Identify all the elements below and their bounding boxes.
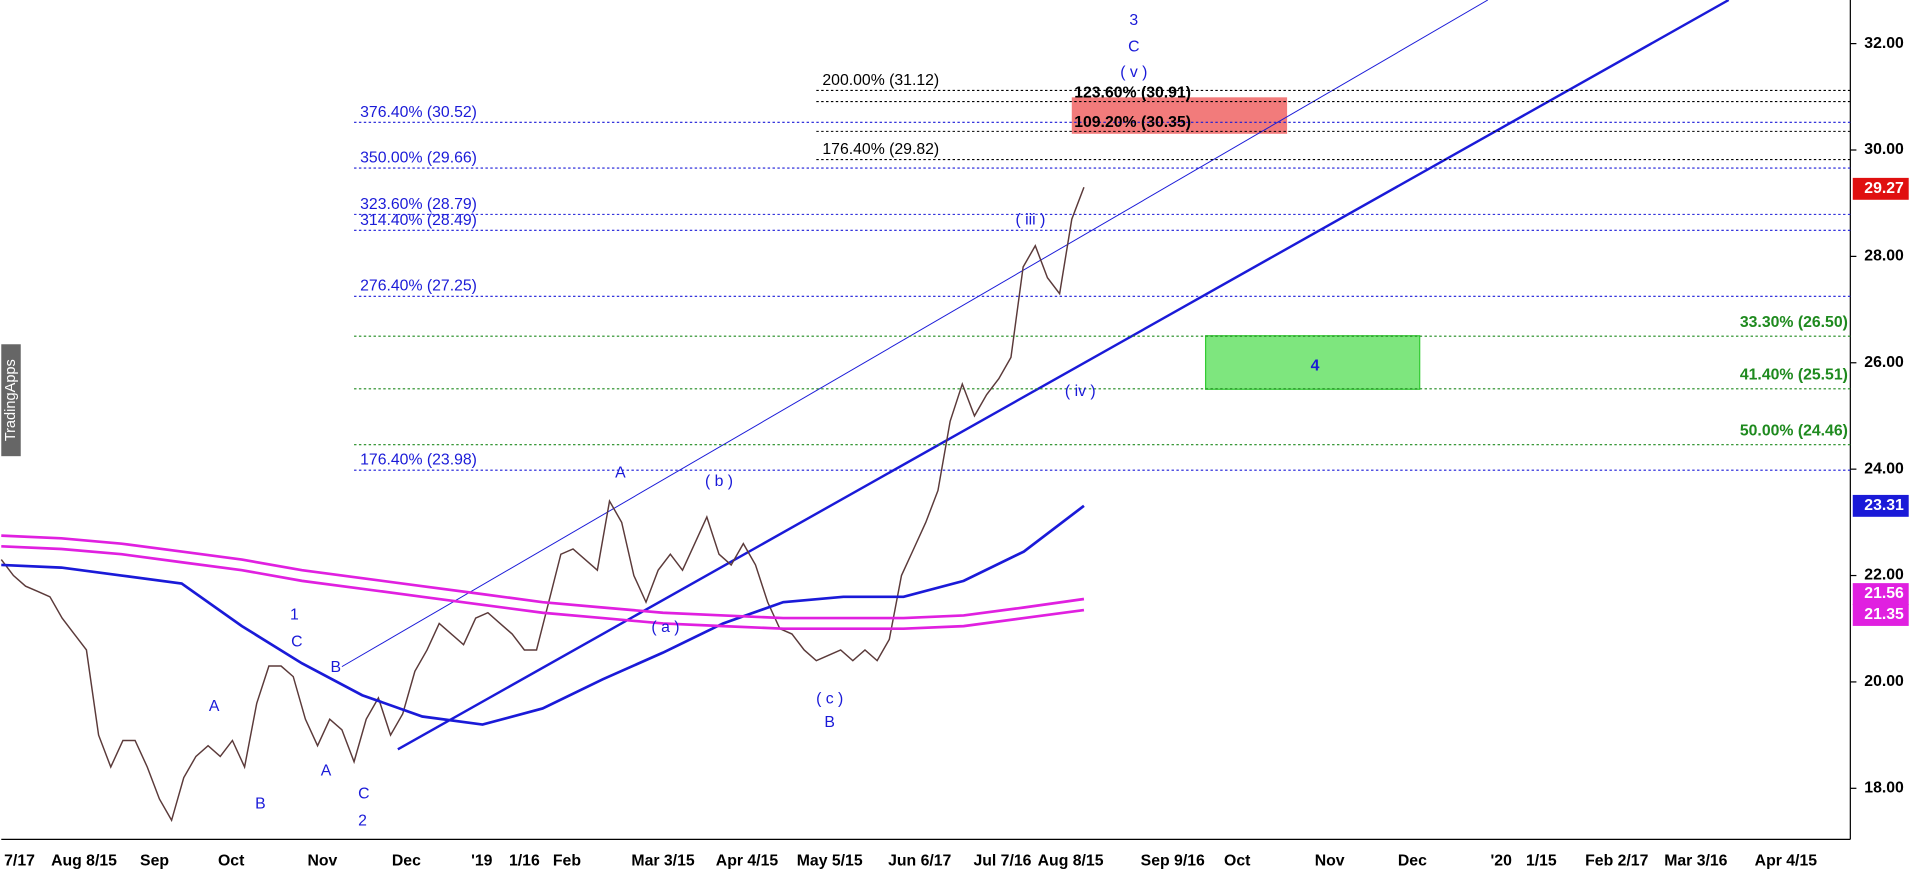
x-tick-label: Apr 4/15 <box>1755 852 1818 869</box>
x-tick-label: '20 <box>1491 852 1513 869</box>
x-tick-label: Nov <box>1315 852 1345 869</box>
price-label: 23.31 <box>1864 497 1904 514</box>
watermark-bg <box>1 344 21 457</box>
level-label: 376.40% (30.52) <box>360 104 477 121</box>
wave-label: C <box>358 786 369 803</box>
wave-label: C <box>291 633 302 650</box>
wave-label: A <box>321 762 332 779</box>
x-tick-label: Oct <box>218 852 245 869</box>
y-tick-label: 32.00 <box>1864 35 1904 52</box>
x-tick-label: 1/15 <box>1526 852 1557 869</box>
wave-label: 4 <box>1311 357 1320 374</box>
price-label-bg <box>1852 583 1909 606</box>
x-tick-label: Feb 2/17 <box>1585 852 1648 869</box>
wave-label: 2 <box>358 812 367 829</box>
wave-label: ( iii ) <box>1016 211 1046 228</box>
series-line <box>0 186 1085 823</box>
level-label: 200.00% (31.12) <box>822 72 939 89</box>
channel-upper <box>341 0 1489 668</box>
y-tick-label: 24.00 <box>1864 460 1904 477</box>
target-box <box>1071 97 1288 134</box>
wave-label: ( iv ) <box>1065 383 1096 400</box>
x-tick-label: Aug 8/15 <box>51 852 117 869</box>
level-label: 109.20% (30.35) <box>1074 114 1191 131</box>
wave-label: ( a ) <box>651 619 679 636</box>
y-tick-label: 28.00 <box>1864 248 1904 265</box>
price-label: 21.35 <box>1864 606 1904 623</box>
wave-label: ( v ) <box>1120 64 1147 81</box>
y-tick-label: 22.00 <box>1864 567 1904 584</box>
x-tick-label: Jun 6/17 <box>888 852 951 869</box>
x-tick-label: Sep 9/16 <box>1141 852 1205 869</box>
y-tick-label: 20.00 <box>1864 673 1904 690</box>
series-line <box>1 534 1085 620</box>
wave-label: C <box>1128 39 1139 56</box>
wave-label: B <box>331 659 342 676</box>
y-tick-label: 18.00 <box>1864 779 1904 796</box>
price-label-bg <box>1852 494 1909 517</box>
price-label-bg <box>1852 177 1909 200</box>
y-tick-label: 26.00 <box>1864 354 1904 371</box>
wave-label: 3 <box>1129 12 1138 29</box>
level-label: 314.40% (28.49) <box>360 212 477 229</box>
level-label: 176.40% (23.98) <box>360 452 477 469</box>
x-tick-label: '19 <box>471 852 493 869</box>
level-label: 350.00% (29.66) <box>360 150 477 167</box>
level-label: 176.40% (29.82) <box>822 141 939 158</box>
x-tick-label: Apr 4/15 <box>716 852 779 869</box>
wave-label: B <box>255 795 266 812</box>
wave-label: A <box>615 464 626 481</box>
price-label-bg <box>1852 604 1909 626</box>
x-tick-label: Sep <box>140 852 169 869</box>
x-tick-label: Dec <box>392 852 421 869</box>
x-tick-label: 7/17 <box>4 852 35 869</box>
level-label: 41.40% (25.51) <box>1740 367 1848 384</box>
x-tick-label: Nov <box>308 852 338 869</box>
wave-label: B <box>824 714 835 731</box>
watermark: TradingApps <box>3 359 19 441</box>
wave-label: ( b ) <box>705 473 733 490</box>
x-tick-label: Oct <box>1224 852 1251 869</box>
level-label: 323.60% (28.79) <box>360 196 477 213</box>
channel-lower <box>397 0 1730 751</box>
x-tick-label: Dec <box>1398 852 1427 869</box>
y-tick-label: 30.00 <box>1864 141 1904 158</box>
x-tick-label: Aug 8/15 <box>1038 852 1104 869</box>
price-label: 29.27 <box>1864 180 1904 197</box>
x-tick-label: 1/16 <box>509 852 540 869</box>
x-tick-label: Feb <box>553 852 581 869</box>
level-label: 33.30% (26.50) <box>1740 314 1848 331</box>
wave-label: A <box>209 698 220 715</box>
series-line <box>1 504 1085 726</box>
x-tick-label: Mar 3/15 <box>631 852 694 869</box>
x-tick-label: Mar 3/16 <box>1664 852 1727 869</box>
series-line <box>1 544 1085 631</box>
level-label: 276.40% (27.25) <box>360 278 477 295</box>
level-label: 50.00% (24.46) <box>1740 422 1848 439</box>
x-tick-label: Jul 7/16 <box>973 852 1031 869</box>
level-label: 123.60% (30.91) <box>1074 84 1191 101</box>
wave-label: ( c ) <box>816 691 843 708</box>
x-tick-label: May 5/15 <box>797 852 863 869</box>
wave-label: 1 <box>290 607 299 624</box>
price-label: 21.56 <box>1864 585 1904 602</box>
